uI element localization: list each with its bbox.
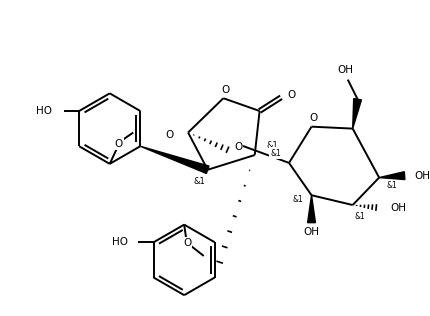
Polygon shape: [140, 146, 209, 173]
Text: HO: HO: [112, 237, 128, 247]
Text: O: O: [286, 90, 295, 100]
Text: OH: OH: [337, 65, 353, 75]
Text: &1: &1: [386, 181, 397, 190]
Text: OH: OH: [389, 203, 405, 213]
Text: OH: OH: [303, 228, 319, 237]
Text: &1: &1: [270, 149, 280, 158]
Text: &1: &1: [292, 195, 302, 204]
Text: O: O: [233, 142, 242, 152]
Text: &1: &1: [354, 212, 365, 221]
Polygon shape: [307, 195, 315, 223]
Text: O: O: [114, 139, 123, 149]
Text: O: O: [165, 131, 173, 141]
Text: OH: OH: [413, 171, 430, 181]
Text: O: O: [309, 113, 317, 123]
Text: O: O: [221, 85, 229, 95]
Text: &1: &1: [194, 177, 205, 186]
Text: &1: &1: [266, 141, 278, 150]
Text: O: O: [183, 238, 191, 248]
Polygon shape: [378, 172, 404, 179]
Polygon shape: [352, 99, 361, 129]
Text: HO: HO: [36, 106, 52, 116]
